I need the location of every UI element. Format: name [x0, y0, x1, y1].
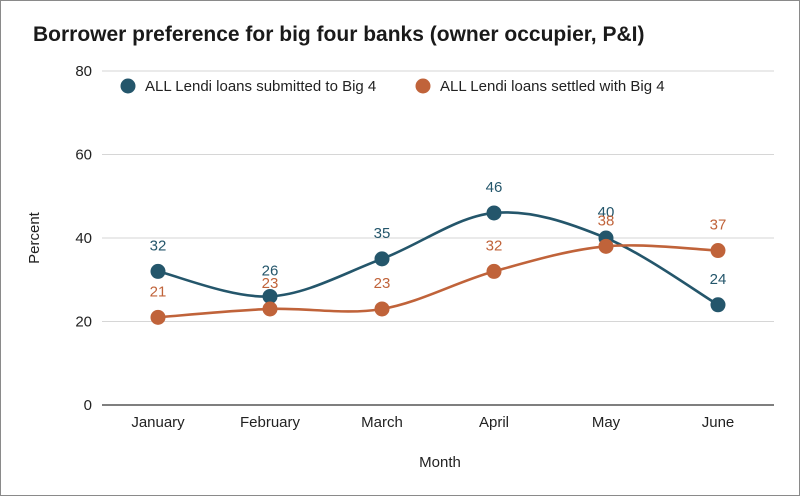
x-tick-label: February [240, 414, 301, 431]
gridlines [102, 70, 774, 322]
data-label: 37 [710, 217, 727, 234]
data-labels: 32 26 35 46 40 24 21 23 23 32 38 37 [150, 179, 727, 300]
data-point [710, 297, 726, 313]
y-tick-label: 0 [84, 397, 92, 414]
x-tick-label: May [592, 414, 621, 431]
x-tick-label: April [479, 414, 509, 431]
data-point [262, 288, 278, 304]
data-label: 38 [598, 212, 615, 229]
data-label: 24 [710, 271, 727, 288]
y-axis-title: Percent [26, 211, 43, 264]
legend-marker-2 [415, 78, 431, 94]
x-axis-title: Month [419, 454, 461, 471]
y-tick-label: 80 [75, 63, 92, 80]
data-label: 23 [262, 275, 279, 292]
legend: ALL Lendi loans submitted to Big 4 ALL Le… [120, 78, 665, 95]
series-lines [157, 211, 719, 319]
data-label: 35 [374, 225, 391, 242]
y-tick-label: 40 [75, 230, 92, 247]
data-point [262, 301, 278, 317]
y-axis-ticks: 0 20 40 60 80 [75, 63, 92, 414]
data-point [150, 263, 166, 279]
x-tick-label: June [702, 414, 735, 431]
legend-label-1: ALL Lendi loans submitted to Big 4 [145, 78, 376, 95]
data-point [374, 301, 390, 317]
data-label: 46 [486, 179, 503, 196]
y-tick-label: 60 [75, 147, 92, 164]
chart-title: Borrower preference for big four banks (… [33, 23, 645, 46]
data-point [710, 243, 726, 259]
data-label: 32 [486, 237, 503, 254]
legend-label-2: ALL Lendi loans settled with Big 4 [440, 78, 665, 95]
data-label: 23 [374, 275, 391, 292]
data-point [486, 205, 502, 221]
x-tick-label: January [131, 414, 185, 431]
legend-marker-1 [120, 78, 136, 94]
data-point [486, 263, 502, 279]
series-points [150, 205, 726, 325]
data-point [150, 309, 166, 325]
x-tick-label: March [361, 414, 403, 431]
x-axis-ticks: January February March April May June [131, 414, 734, 431]
data-point [598, 238, 614, 254]
data-point [374, 251, 390, 267]
data-label: 21 [150, 283, 167, 300]
data-label: 40 [598, 204, 615, 221]
y-tick-label: 20 [75, 314, 92, 331]
series-line-2 [157, 244, 719, 319]
data-label: 26 [262, 262, 279, 279]
data-label: 32 [150, 237, 167, 254]
